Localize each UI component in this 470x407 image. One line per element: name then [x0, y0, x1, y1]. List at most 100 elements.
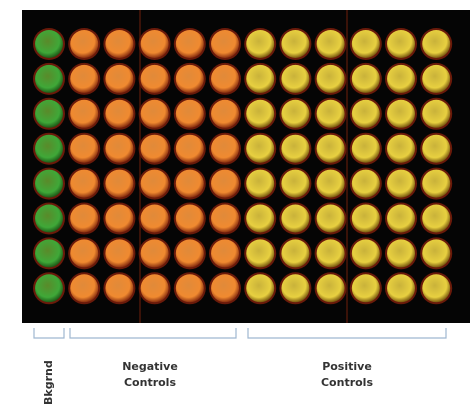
well — [246, 65, 274, 93]
well — [317, 239, 345, 267]
well — [70, 135, 98, 163]
well — [70, 65, 98, 93]
well — [317, 274, 345, 302]
well — [211, 205, 239, 233]
well — [281, 135, 309, 163]
well — [387, 100, 415, 128]
well — [281, 30, 309, 58]
well — [352, 30, 380, 58]
well — [352, 274, 380, 302]
well — [105, 100, 133, 128]
well — [35, 170, 63, 198]
well — [105, 239, 133, 267]
well — [141, 274, 169, 302]
well — [35, 135, 63, 163]
well — [281, 205, 309, 233]
well — [70, 100, 98, 128]
well — [211, 135, 239, 163]
well — [246, 239, 274, 267]
plate-figure: Bkgrnd Negative Controls Positive Contro… — [0, 0, 470, 407]
group-label: Positive — [322, 360, 372, 373]
well — [105, 170, 133, 198]
well — [141, 205, 169, 233]
well — [105, 30, 133, 58]
well — [352, 65, 380, 93]
well — [211, 170, 239, 198]
brackets — [34, 328, 446, 338]
well — [317, 135, 345, 163]
well — [387, 65, 415, 93]
well — [387, 239, 415, 267]
well — [176, 239, 204, 267]
well — [281, 65, 309, 93]
well — [105, 135, 133, 163]
well — [281, 274, 309, 302]
well — [141, 65, 169, 93]
well — [387, 30, 415, 58]
well — [246, 30, 274, 58]
bracket — [34, 328, 64, 338]
well — [105, 205, 133, 233]
group-label: Negative — [122, 360, 178, 373]
well — [141, 170, 169, 198]
well — [281, 239, 309, 267]
well — [422, 239, 450, 267]
well — [246, 170, 274, 198]
well — [211, 65, 239, 93]
well — [35, 239, 63, 267]
well — [211, 100, 239, 128]
well — [35, 100, 63, 128]
well — [35, 274, 63, 302]
well — [281, 170, 309, 198]
well — [176, 274, 204, 302]
well — [176, 205, 204, 233]
well — [70, 239, 98, 267]
well — [422, 65, 450, 93]
well — [211, 239, 239, 267]
well — [70, 30, 98, 58]
well — [422, 135, 450, 163]
well — [176, 100, 204, 128]
well — [35, 65, 63, 93]
well — [141, 30, 169, 58]
well — [387, 205, 415, 233]
well — [422, 170, 450, 198]
well — [211, 30, 239, 58]
well — [352, 100, 380, 128]
bracket — [70, 328, 236, 338]
well — [141, 135, 169, 163]
group-label: Controls — [124, 376, 176, 389]
well — [422, 100, 450, 128]
well — [105, 274, 133, 302]
well — [70, 274, 98, 302]
page: Bkgrnd Negative Controls Positive Contro… — [0, 0, 470, 407]
well — [70, 170, 98, 198]
well — [317, 205, 345, 233]
well — [246, 274, 274, 302]
well — [422, 30, 450, 58]
well — [211, 274, 239, 302]
bracket — [248, 328, 446, 338]
well — [70, 205, 98, 233]
well — [281, 100, 309, 128]
well — [141, 100, 169, 128]
well — [317, 30, 345, 58]
well — [105, 65, 133, 93]
well — [246, 205, 274, 233]
well — [422, 205, 450, 233]
well — [176, 135, 204, 163]
well — [352, 205, 380, 233]
well — [317, 65, 345, 93]
well — [422, 274, 450, 302]
well — [352, 135, 380, 163]
well — [387, 170, 415, 198]
well — [352, 170, 380, 198]
group-label: Bkgrnd — [42, 360, 55, 405]
well — [35, 30, 63, 58]
well — [246, 100, 274, 128]
well — [317, 170, 345, 198]
well — [176, 30, 204, 58]
well — [176, 170, 204, 198]
well — [141, 239, 169, 267]
well — [352, 239, 380, 267]
